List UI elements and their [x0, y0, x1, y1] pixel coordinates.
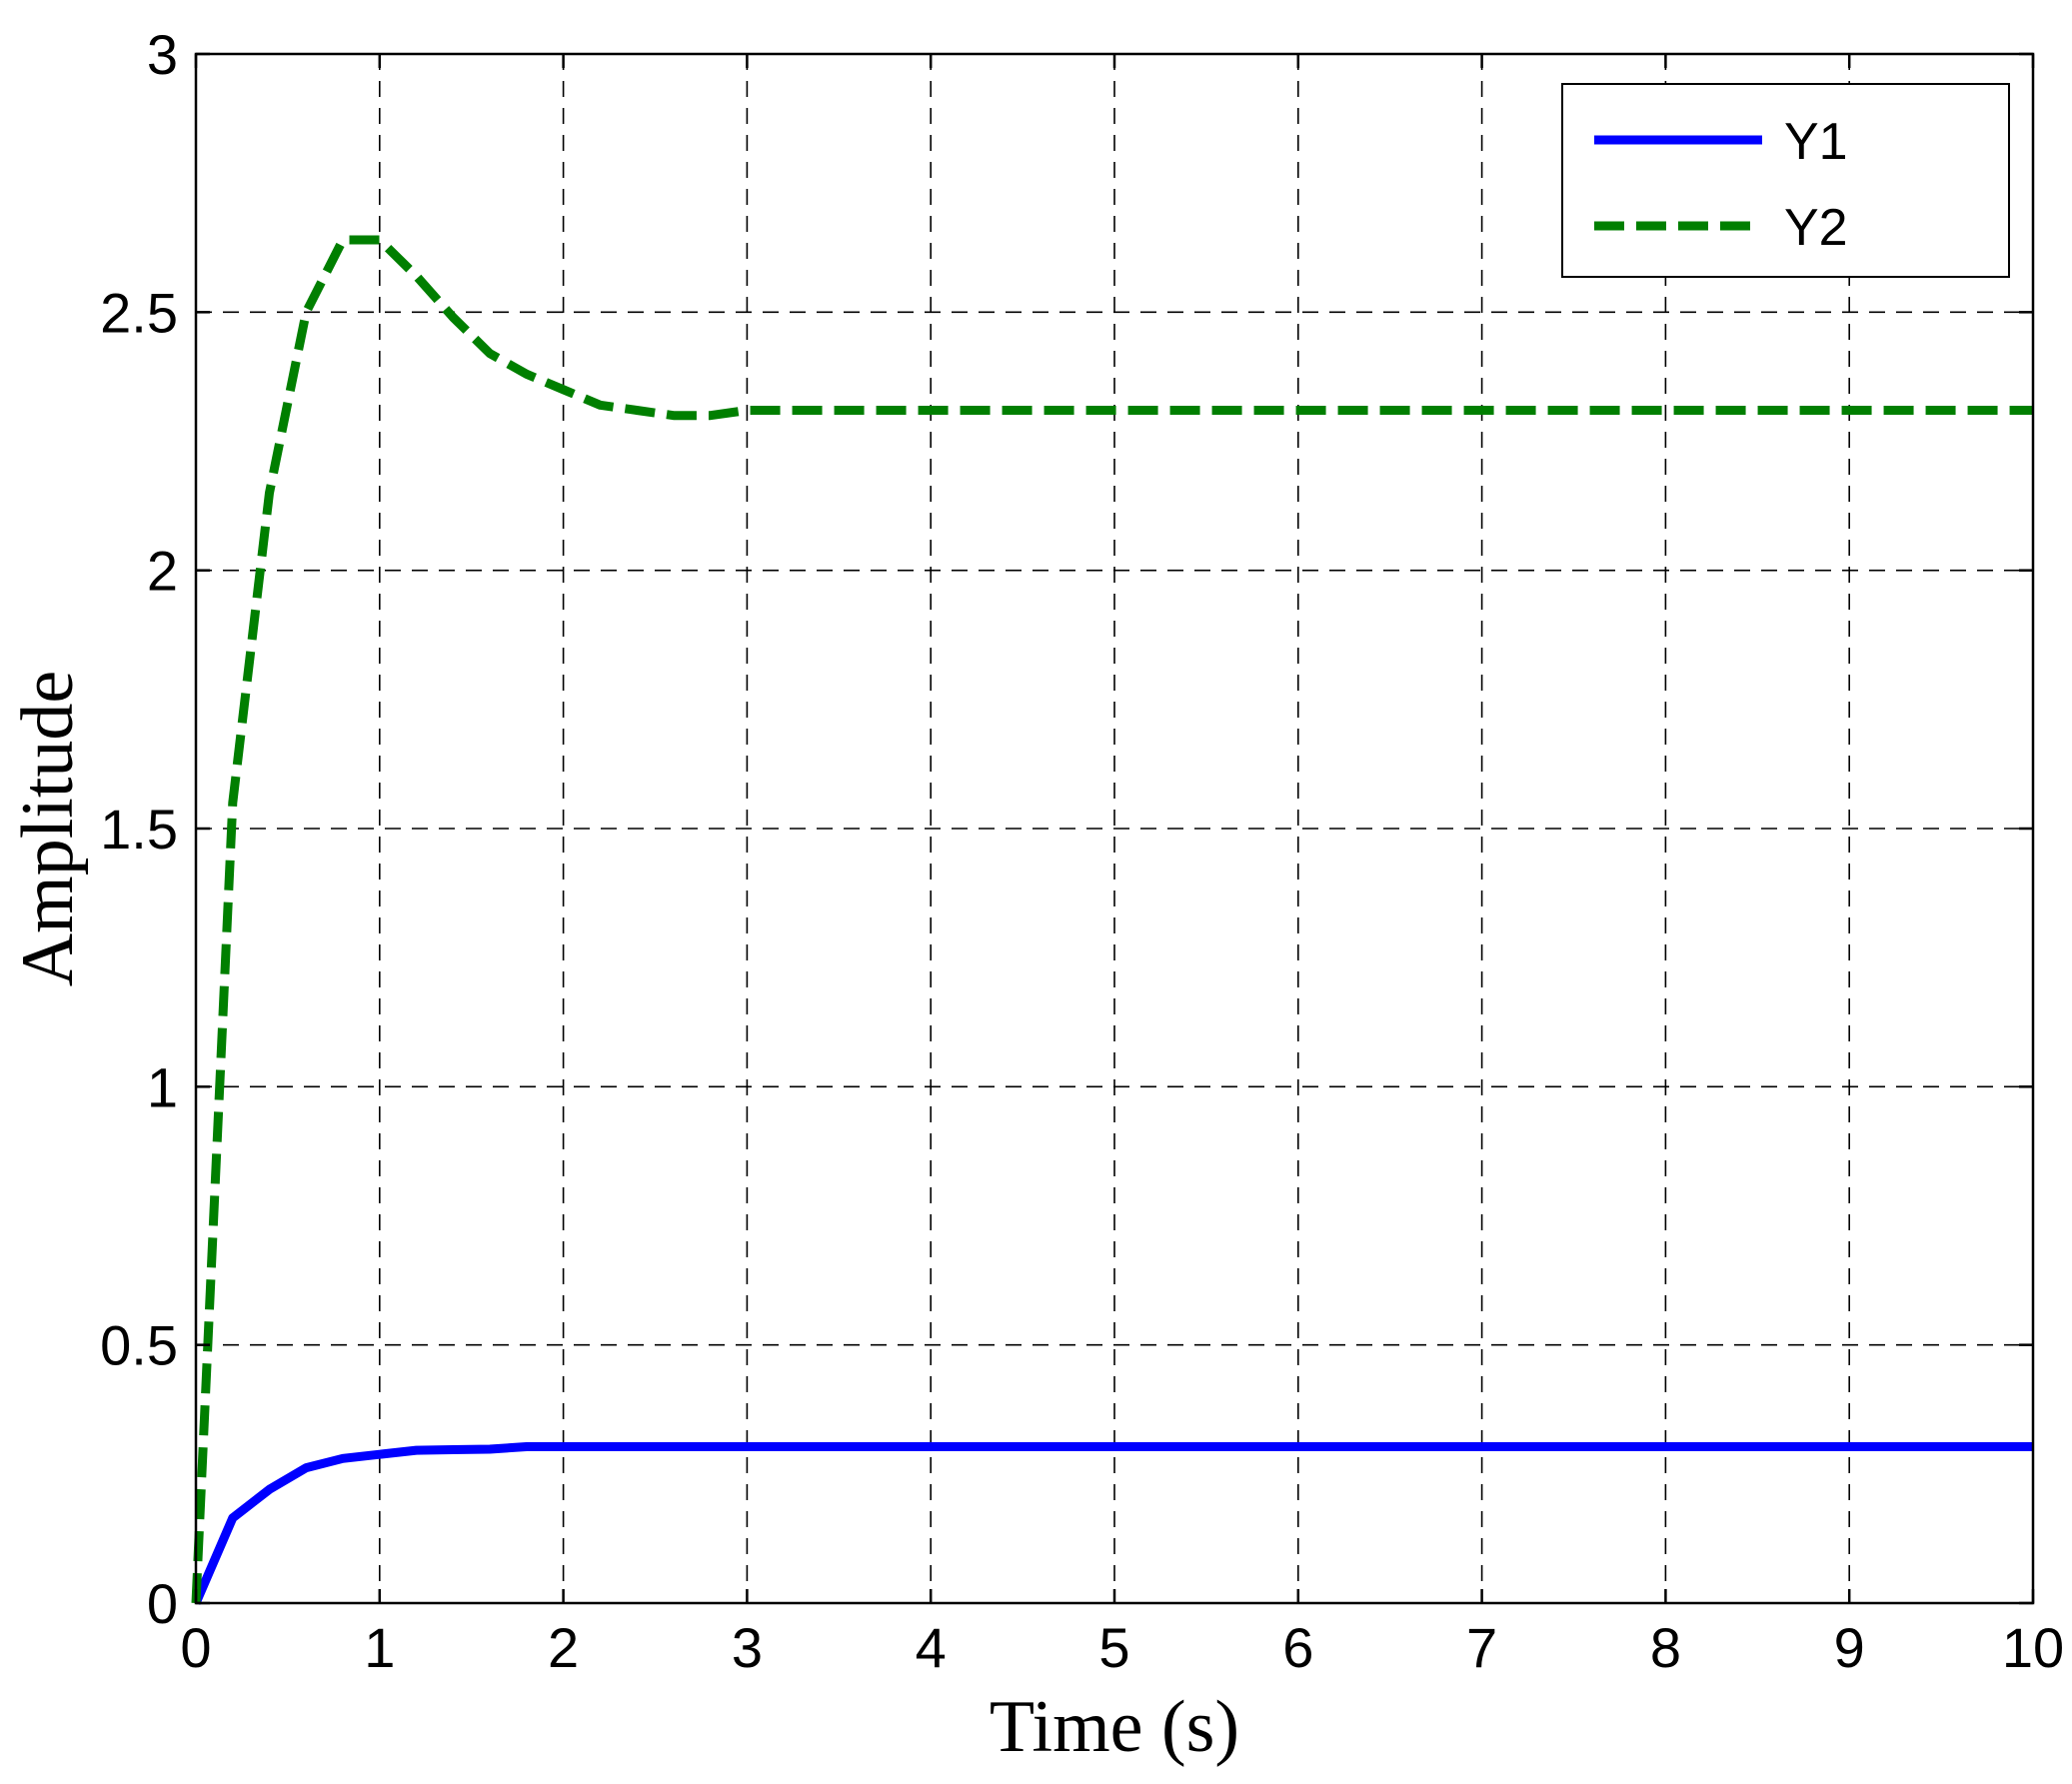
x-tick-label: 2 — [548, 1616, 579, 1679]
legend-box — [1561, 83, 2010, 278]
x-tick-label: 0 — [180, 1616, 211, 1679]
grid-lines — [196, 54, 2033, 1603]
series-line-y1 — [191, 1442, 2033, 1605]
y-tick-label: 1.5 — [100, 798, 178, 861]
x-tick-label: 3 — [732, 1616, 763, 1679]
y-tick-label: 1 — [147, 1055, 178, 1118]
x-tick-label: 4 — [916, 1616, 947, 1679]
axis-ticks: 0 1 2 3 4 5 6 7 8 9 10 0 0.5 1 1.5 2 2.5 3 — [100, 23, 2064, 1679]
y-tick-label: 0.5 — [100, 1314, 178, 1377]
legend-label-y1: Y1 — [1784, 113, 1848, 171]
x-tick-label: 5 — [1098, 1616, 1129, 1679]
x-axis-title: Time (s) — [990, 1686, 1239, 1768]
series-line-y2 — [191, 235, 2033, 1604]
x-tick-label: 10 — [2002, 1616, 2064, 1679]
y-tick-label: 0 — [147, 1572, 178, 1635]
x-tick-label: 7 — [1466, 1616, 1497, 1679]
y-tick-label: 3 — [147, 23, 178, 86]
legend-label-y2: Y2 — [1784, 199, 1848, 257]
legend: Y1 Y2 — [1561, 83, 2010, 278]
y-axis-title: Amplitude — [7, 671, 89, 987]
x-tick-label: 1 — [364, 1616, 395, 1679]
x-tick-label: 9 — [1834, 1616, 1865, 1679]
x-tick-label: 8 — [1650, 1616, 1681, 1679]
y-tick-label: 2.5 — [100, 281, 178, 344]
y-tick-label: 2 — [147, 540, 178, 603]
x-tick-label: 6 — [1282, 1616, 1313, 1679]
data-series — [191, 235, 2033, 1605]
